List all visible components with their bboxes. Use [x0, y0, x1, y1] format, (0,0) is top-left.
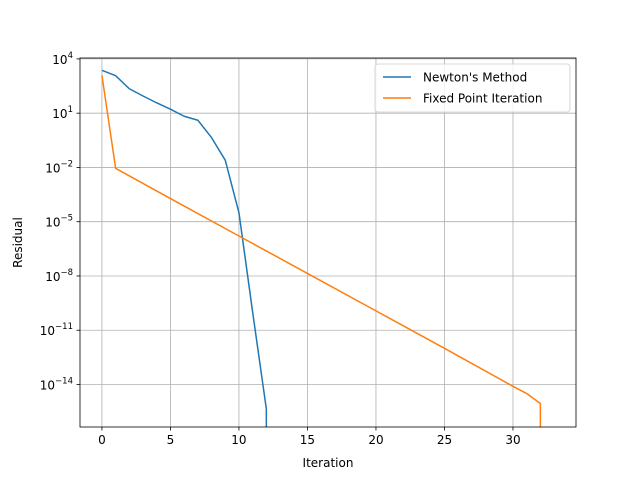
y-tick-base: 10 — [52, 53, 67, 67]
y-tick-base: 10 — [52, 107, 67, 121]
legend: Newton's Method Fixed Point Iteration — [374, 63, 571, 113]
x-tick-label: 25 — [437, 433, 452, 447]
legend-label: Newton's Method — [423, 71, 527, 85]
x-tick-label: 0 — [98, 433, 106, 447]
y-tick-label: 10−8 — [45, 268, 73, 284]
series-line-1 — [101, 69, 268, 427]
y-tick-base: 10 — [40, 378, 55, 392]
y-tick-base: 10 — [45, 216, 60, 230]
y-tick-exponent: −11 — [55, 322, 73, 332]
legend-box — [374, 63, 571, 113]
y-tick-exponent: −5 — [60, 214, 73, 224]
series-line-2 — [101, 75, 542, 427]
x-tick-label: 20 — [368, 433, 383, 447]
plot-area — [80, 58, 576, 427]
series-layer — [101, 69, 542, 427]
y-tick-label: 10−14 — [40, 376, 73, 392]
y-tick-exponent: 1 — [68, 105, 73, 115]
y-tick-exponent: −8 — [60, 268, 73, 278]
y-tick-label: 10−5 — [45, 214, 73, 230]
y-tick-label: 101 — [52, 105, 73, 121]
grid-lines — [80, 58, 576, 427]
x-axis-ticks: 0 5 10 15 20 25 30 — [98, 427, 521, 447]
y-tick-label: 104 — [52, 51, 73, 67]
y-tick-exponent: 4 — [68, 51, 73, 61]
x-tick-label: 15 — [300, 433, 315, 447]
y-tick-exponent: −14 — [55, 376, 73, 386]
y-tick-base: 10 — [40, 324, 55, 338]
x-tick-label: 5 — [167, 433, 175, 447]
y-tick-label: 10−2 — [45, 159, 73, 175]
y-tick-label: 10−11 — [40, 322, 73, 338]
x-tick-label: 30 — [505, 433, 520, 447]
y-tick-base: 10 — [45, 161, 60, 175]
x-tick-label: 10 — [231, 433, 246, 447]
y-tick-exponent: −2 — [60, 159, 73, 169]
plot-frame — [79, 57, 577, 428]
legend-label: Fixed Point Iteration — [423, 92, 542, 106]
x-axis-label: Iteration — [303, 456, 354, 470]
y-axis-label: Residual — [11, 217, 25, 268]
y-tick-base: 10 — [45, 270, 60, 284]
